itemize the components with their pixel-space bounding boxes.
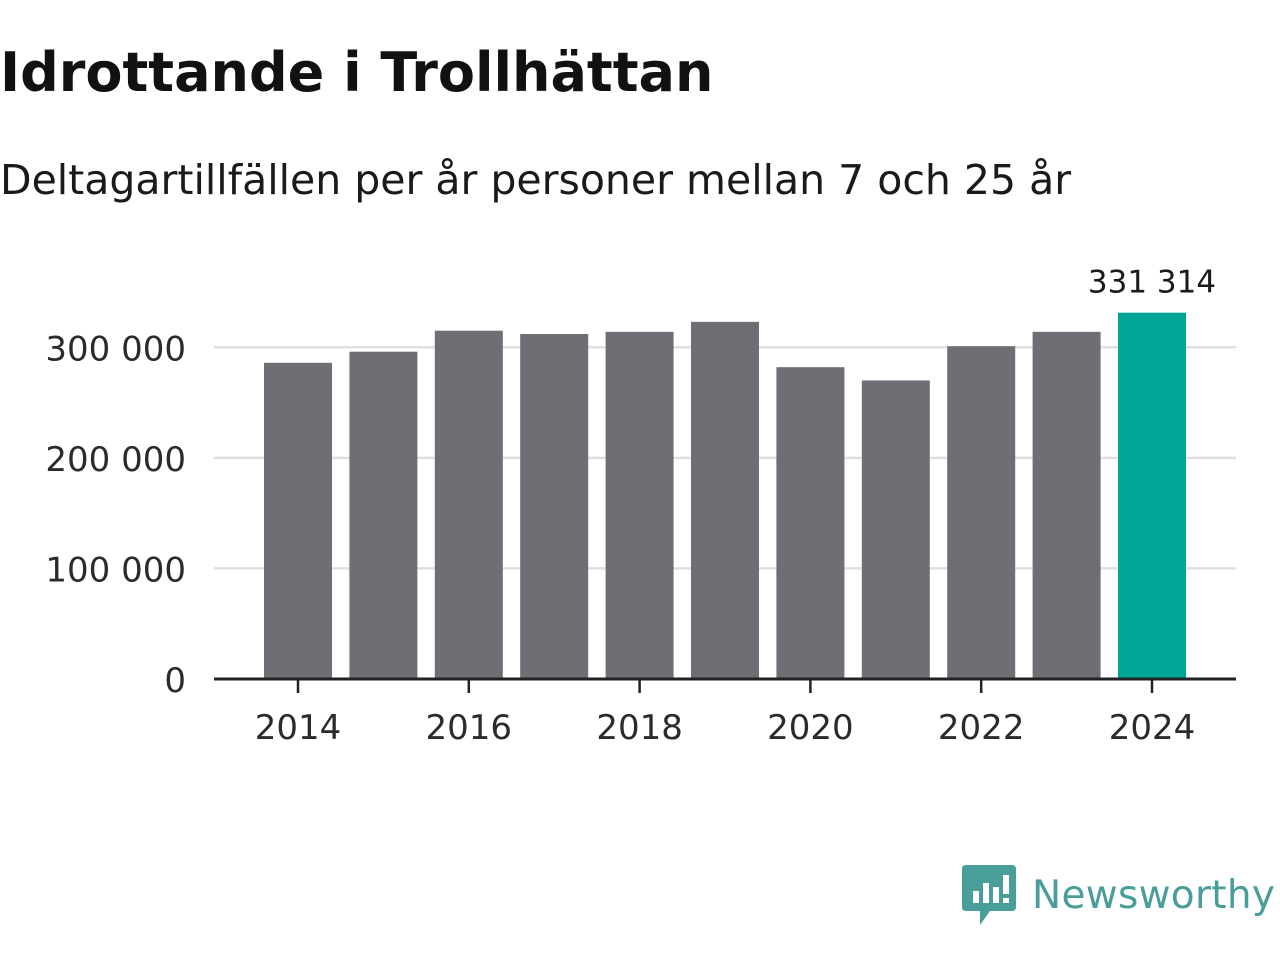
bar-2023 (1032, 331, 1101, 679)
annotations: 331 314 (1088, 265, 1216, 301)
y-tick-label: 100 000 (45, 550, 186, 590)
highlight-value-label: 331 314 (1088, 265, 1216, 301)
bar-2016 (434, 330, 503, 679)
newsworthy-logo-icon (962, 865, 1016, 925)
brand-name: Newsworthy (1032, 873, 1276, 918)
chart-subtitle: Deltagartillfällen per år personer mella… (0, 156, 1072, 204)
y-tick-label: 300 000 (45, 329, 186, 369)
bars (264, 312, 1186, 679)
bar-2020 (776, 367, 845, 679)
x-axis-labels: 2014 2016 2018 2020 2022 2024 (255, 708, 1196, 748)
bar-2017 (520, 334, 589, 679)
bar-2019 (691, 321, 759, 679)
bar-2022 (947, 346, 1016, 679)
y-tick-label: 200 000 (45, 440, 186, 480)
bar-2015 (349, 351, 418, 679)
x-tick-label: 2016 (426, 708, 513, 748)
bar-2018 (605, 331, 674, 679)
x-axis (214, 677, 1236, 693)
x-tick-label: 2018 (596, 708, 683, 748)
x-tick-label: 2014 (255, 708, 342, 748)
x-tick-label: 2022 (938, 708, 1025, 748)
bar-2024 (1118, 312, 1186, 679)
x-tick-label: 2024 (1109, 708, 1196, 748)
bar-2014 (264, 362, 332, 679)
bar-2021 (861, 380, 930, 679)
x-tick-label: 2020 (767, 708, 854, 748)
y-axis-labels: 0 100 000 200 000 300 000 (45, 329, 186, 701)
y-tick-label: 0 (164, 661, 186, 701)
chart-title: Idrottande i Trollhättan (0, 41, 714, 104)
brand: Newsworthy (962, 864, 1275, 928)
